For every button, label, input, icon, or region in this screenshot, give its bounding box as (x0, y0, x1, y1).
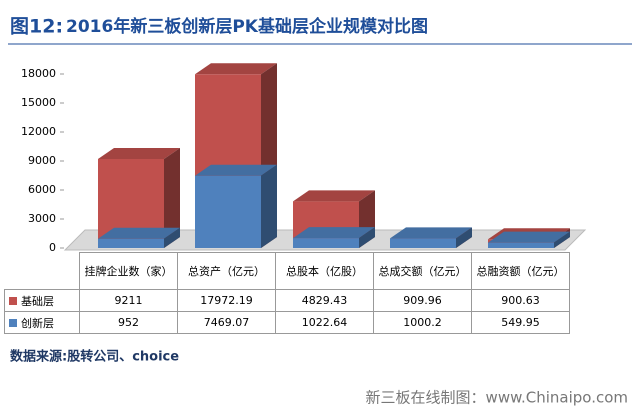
bar-top (390, 227, 472, 239)
category-label: 总股本（亿股） (275, 252, 374, 290)
value-label: 1022.64 (275, 311, 374, 334)
bar-side (164, 147, 180, 248)
footer: 新三板在线制图：www.Chinaipo.com (366, 389, 628, 407)
bar-top (98, 147, 180, 159)
y-tick-label: 12000 (21, 125, 56, 138)
value-label: 9211 (79, 289, 178, 312)
bar (488, 242, 554, 248)
category-label: 挂牌企业数（家） (79, 252, 178, 290)
y-tick-label: 6000 (28, 183, 56, 196)
category-label: 总资产（亿元） (177, 252, 276, 290)
bar-side (261, 164, 277, 248)
value-label: 952 (79, 311, 178, 334)
legend-swatch (9, 296, 17, 305)
bar-top (293, 190, 375, 202)
bar-side (164, 227, 180, 248)
y-tick-label: 0 (49, 241, 56, 254)
value-label: 7469.07 (177, 311, 276, 334)
y-tick-label: 9000 (28, 154, 56, 167)
bar (195, 175, 261, 248)
value-label: 909.96 (373, 289, 472, 312)
category-label: 总融资额（亿元） (471, 252, 570, 290)
legend-label: 基础层 (21, 294, 54, 308)
source: 数据来源:股转公司、choice (10, 349, 179, 365)
legend-swatch (9, 318, 17, 327)
y-tick-label: 18000 (21, 67, 56, 80)
title-prefix: 图12: (10, 16, 63, 38)
series-row: 创新层 952 7469.07 1022.64 1000.2 549.95 (4, 311, 570, 334)
bar-top (293, 227, 375, 239)
bar (293, 238, 359, 248)
bar-top (195, 164, 277, 176)
bar-top (195, 63, 277, 75)
value-label: 900.63 (471, 289, 570, 312)
series-row: 基础层 9211 17972.19 4829.43 909.96 900.63 (4, 289, 570, 312)
value-label: 4829.43 (275, 289, 374, 312)
bar-top (98, 227, 180, 239)
value-label: 1000.2 (373, 311, 472, 334)
value-label: 17972.19 (177, 289, 276, 312)
legend-label: 创新层 (21, 316, 54, 330)
value-label: 549.95 (471, 311, 570, 334)
y-tick-label: 3000 (28, 212, 56, 225)
bar-top (488, 231, 570, 243)
category-label: 总成交额（亿元） (373, 252, 472, 290)
chart-title: 2016年新三板创新层PK基础层企业规模对比图 (66, 16, 428, 37)
corner-cell (4, 252, 80, 290)
data-table: 挂牌企业数（家） 总资产（亿元） 总股本（亿股） 总成交额（亿元） 总融资额（亿元） 基础… (4, 252, 570, 334)
legend-cell: 创新层 (4, 311, 80, 334)
y-tick-label: 15000 (21, 96, 56, 109)
bar (98, 238, 164, 248)
bar-side (554, 231, 570, 248)
header-row: 挂牌企业数（家） 总资产（亿元） 总股本（亿股） 总成交额（亿元） 总融资额（亿元） (4, 252, 570, 290)
legend-cell: 基础层 (4, 289, 80, 312)
bar-side (456, 227, 472, 248)
bar-side (359, 227, 375, 248)
bar (390, 238, 456, 248)
